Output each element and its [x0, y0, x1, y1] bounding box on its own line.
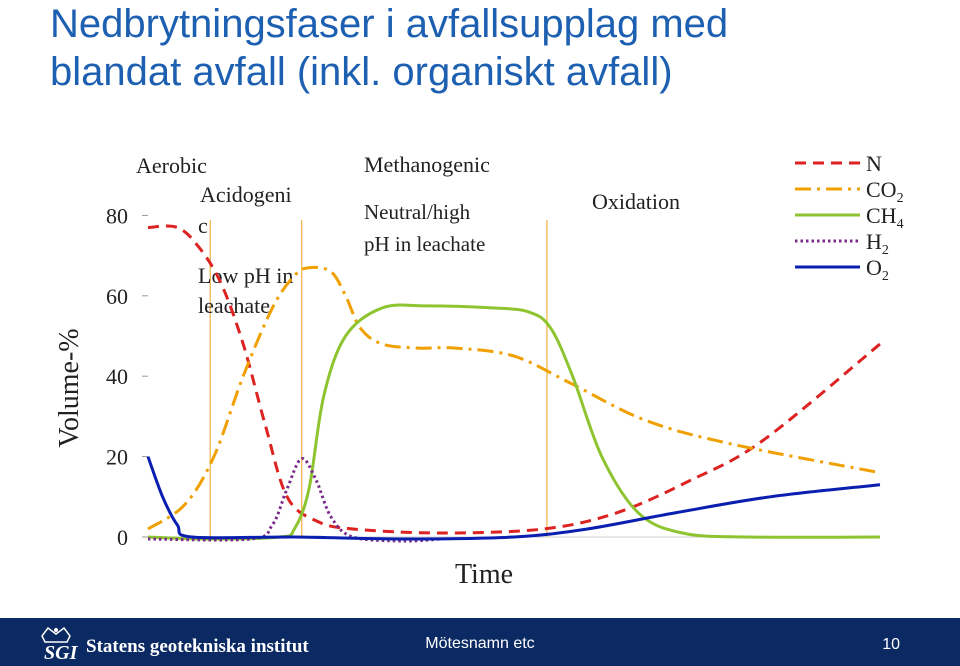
meeting-name: Mötesnamn etc: [425, 635, 535, 652]
sgi-crown-logo-icon: [41, 626, 71, 643]
gas-composition-chart: 0 20 40 60 80 Volume-% Time Aerobic Acidogeni cL…: [54, 151, 904, 590]
y-tick-label: 80: [106, 203, 128, 228]
y-tick-label: 60: [106, 284, 128, 309]
phase-label-oxidation: Oxidation: [592, 189, 680, 214]
phase-label-acidogenic-cont: c: [198, 213, 208, 238]
legend-label-o2: O2: [866, 255, 889, 284]
y-tick-label: 0: [117, 525, 128, 550]
series-line-ch4: [147, 303, 881, 541]
page-number: 10: [882, 636, 900, 653]
x-axis-label: Time: [455, 559, 513, 590]
y-tick-label: 40: [106, 364, 128, 389]
legend-label-co2: CO2: [866, 177, 904, 206]
phase-note-ph-in-leachate: pH in leachate: [364, 232, 485, 256]
sgi-logo-text: SGI: [44, 642, 78, 664]
phase-note-neutral-high: Neutral/high: [364, 200, 471, 224]
slide-title-line-1: Nedbrytningsfaser i avfallsupplag med: [50, 2, 729, 46]
series-layer: [146, 224, 881, 543]
organization-name: Statens geotekniska institut: [86, 636, 309, 657]
legend-label-n: N: [866, 151, 882, 176]
phase-label-aerobic: Aerobic: [136, 153, 207, 178]
phase-note-low-ph: Low pH in: [198, 263, 293, 288]
slide-title-line-2: blandat avfall (inkl. organiskt avfall): [50, 50, 673, 94]
legend-label-ch4: CH4: [866, 203, 904, 232]
y-tick-label: 20: [106, 445, 128, 470]
series-line-co2: [147, 265, 881, 531]
phase-label-acidogenic: Acidogeni: [200, 182, 292, 207]
axis-layer: 0 20 40 60 80 Volume-% Time: [54, 203, 880, 590]
phase-label-methanogenic: Methanogenic: [364, 152, 490, 177]
series-line-n: [147, 224, 881, 535]
slide-title: Nedbrytningsfaser i avfallsupplag med bl…: [50, 0, 950, 96]
footer-bar: SGI Statens geotekniska institut Mötesna…: [0, 618, 960, 666]
y-axis-label: Volume-%: [54, 328, 85, 447]
series-line-o2: [146, 456, 881, 541]
legend-label-h2: H2: [866, 229, 889, 258]
